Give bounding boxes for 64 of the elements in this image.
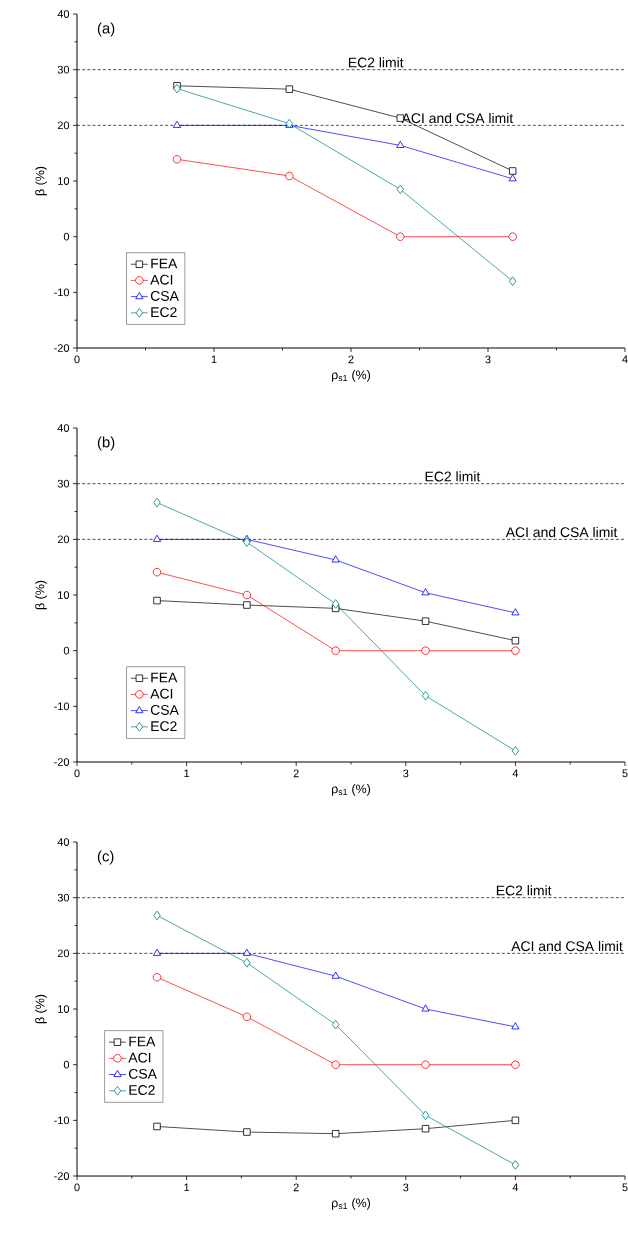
y-axis-title: β (%)	[35, 994, 47, 1024]
y-tick-label: 20	[57, 535, 70, 544]
x-tick-label: 3	[403, 1183, 409, 1192]
legend-label: EC2	[151, 307, 177, 318]
legend-label: ACI	[150, 274, 173, 285]
y-tick-label: -20	[54, 344, 70, 352]
legend-label: CSA	[128, 1068, 157, 1079]
x-tick-label: 4	[512, 1183, 519, 1192]
x-axis-title: ρ$_{s1}$ (%)	[331, 784, 371, 796]
y-tick-label: 0	[63, 232, 70, 241]
y-axis-title: β (%)	[35, 166, 47, 196]
y-tick-label: 20	[57, 121, 70, 130]
x-axis-title: ρ$_{s1}$ (%)	[331, 1198, 371, 1210]
legend-label: FEA	[151, 672, 178, 683]
y-tick-label: -10	[54, 288, 70, 297]
x-tick-label: 2	[293, 769, 299, 778]
x-tick-label: 0	[74, 769, 80, 778]
y-tick-label: 30	[57, 893, 70, 902]
text: (c)	[97, 850, 114, 865]
text: (b)	[97, 436, 115, 451]
y-tick-label: 40	[57, 838, 70, 846]
x-tick-label: 4	[622, 355, 628, 364]
x-tick-label: 1	[184, 769, 190, 778]
ref-line-label: EC2 limit	[425, 471, 481, 482]
y-tick-label: 10	[58, 591, 70, 599]
x-tick-label: 0	[74, 355, 80, 364]
x-tick-label: 4	[512, 769, 519, 778]
legend-label: FEA	[129, 1036, 156, 1047]
y-tick-label: -10	[54, 702, 70, 711]
x-tick-label: 3	[403, 769, 409, 778]
ref-line-label: ACI and CSA limit	[505, 526, 618, 538]
legend-label: EC2	[129, 1085, 155, 1095]
x-axis-title: ρ$_{s1}$ (%)	[331, 370, 371, 382]
text: (a)	[97, 22, 115, 37]
legend-label: ACI	[128, 1052, 151, 1063]
legend-label: CSA	[150, 290, 179, 301]
x-tick-label: 2	[348, 355, 354, 364]
y-tick-label: -10	[54, 1116, 70, 1125]
y-tick-label: 10	[58, 1005, 70, 1013]
ref-line-label: EC2 limit	[348, 57, 404, 68]
legend-label: EC2	[151, 721, 177, 732]
ref-line-label: EC2 limit	[496, 885, 552, 896]
y-tick-label: -20	[54, 1172, 70, 1180]
ref-line-label: ACI and CSA limit	[511, 940, 623, 952]
y-tick-label: 30	[57, 479, 70, 488]
legend-label: ACI	[150, 688, 173, 699]
y-tick-label: 0	[63, 646, 70, 655]
y-tick-label: 30	[57, 65, 70, 74]
y-tick-label: 10	[58, 177, 70, 185]
y-tick-label: -20	[54, 758, 70, 766]
x-tick-label: 2	[293, 1183, 299, 1192]
legend-label: CSA	[150, 704, 179, 715]
x-tick-label: 1	[184, 1183, 190, 1192]
x-tick-label: 3	[485, 355, 491, 364]
y-axis-title: β (%)	[35, 580, 47, 610]
x-tick-label: 1	[211, 355, 217, 364]
y-tick-label: 20	[57, 949, 70, 958]
x-tick-label: 5	[622, 1183, 628, 1192]
y-tick-label: 0	[63, 1060, 70, 1069]
y-tick-label: 40	[57, 10, 70, 18]
y-tick-label: 40	[57, 424, 70, 432]
x-tick-label: 5	[622, 769, 628, 778]
x-tick-label: 0	[74, 1183, 80, 1192]
legend-label: FEA	[151, 258, 178, 269]
